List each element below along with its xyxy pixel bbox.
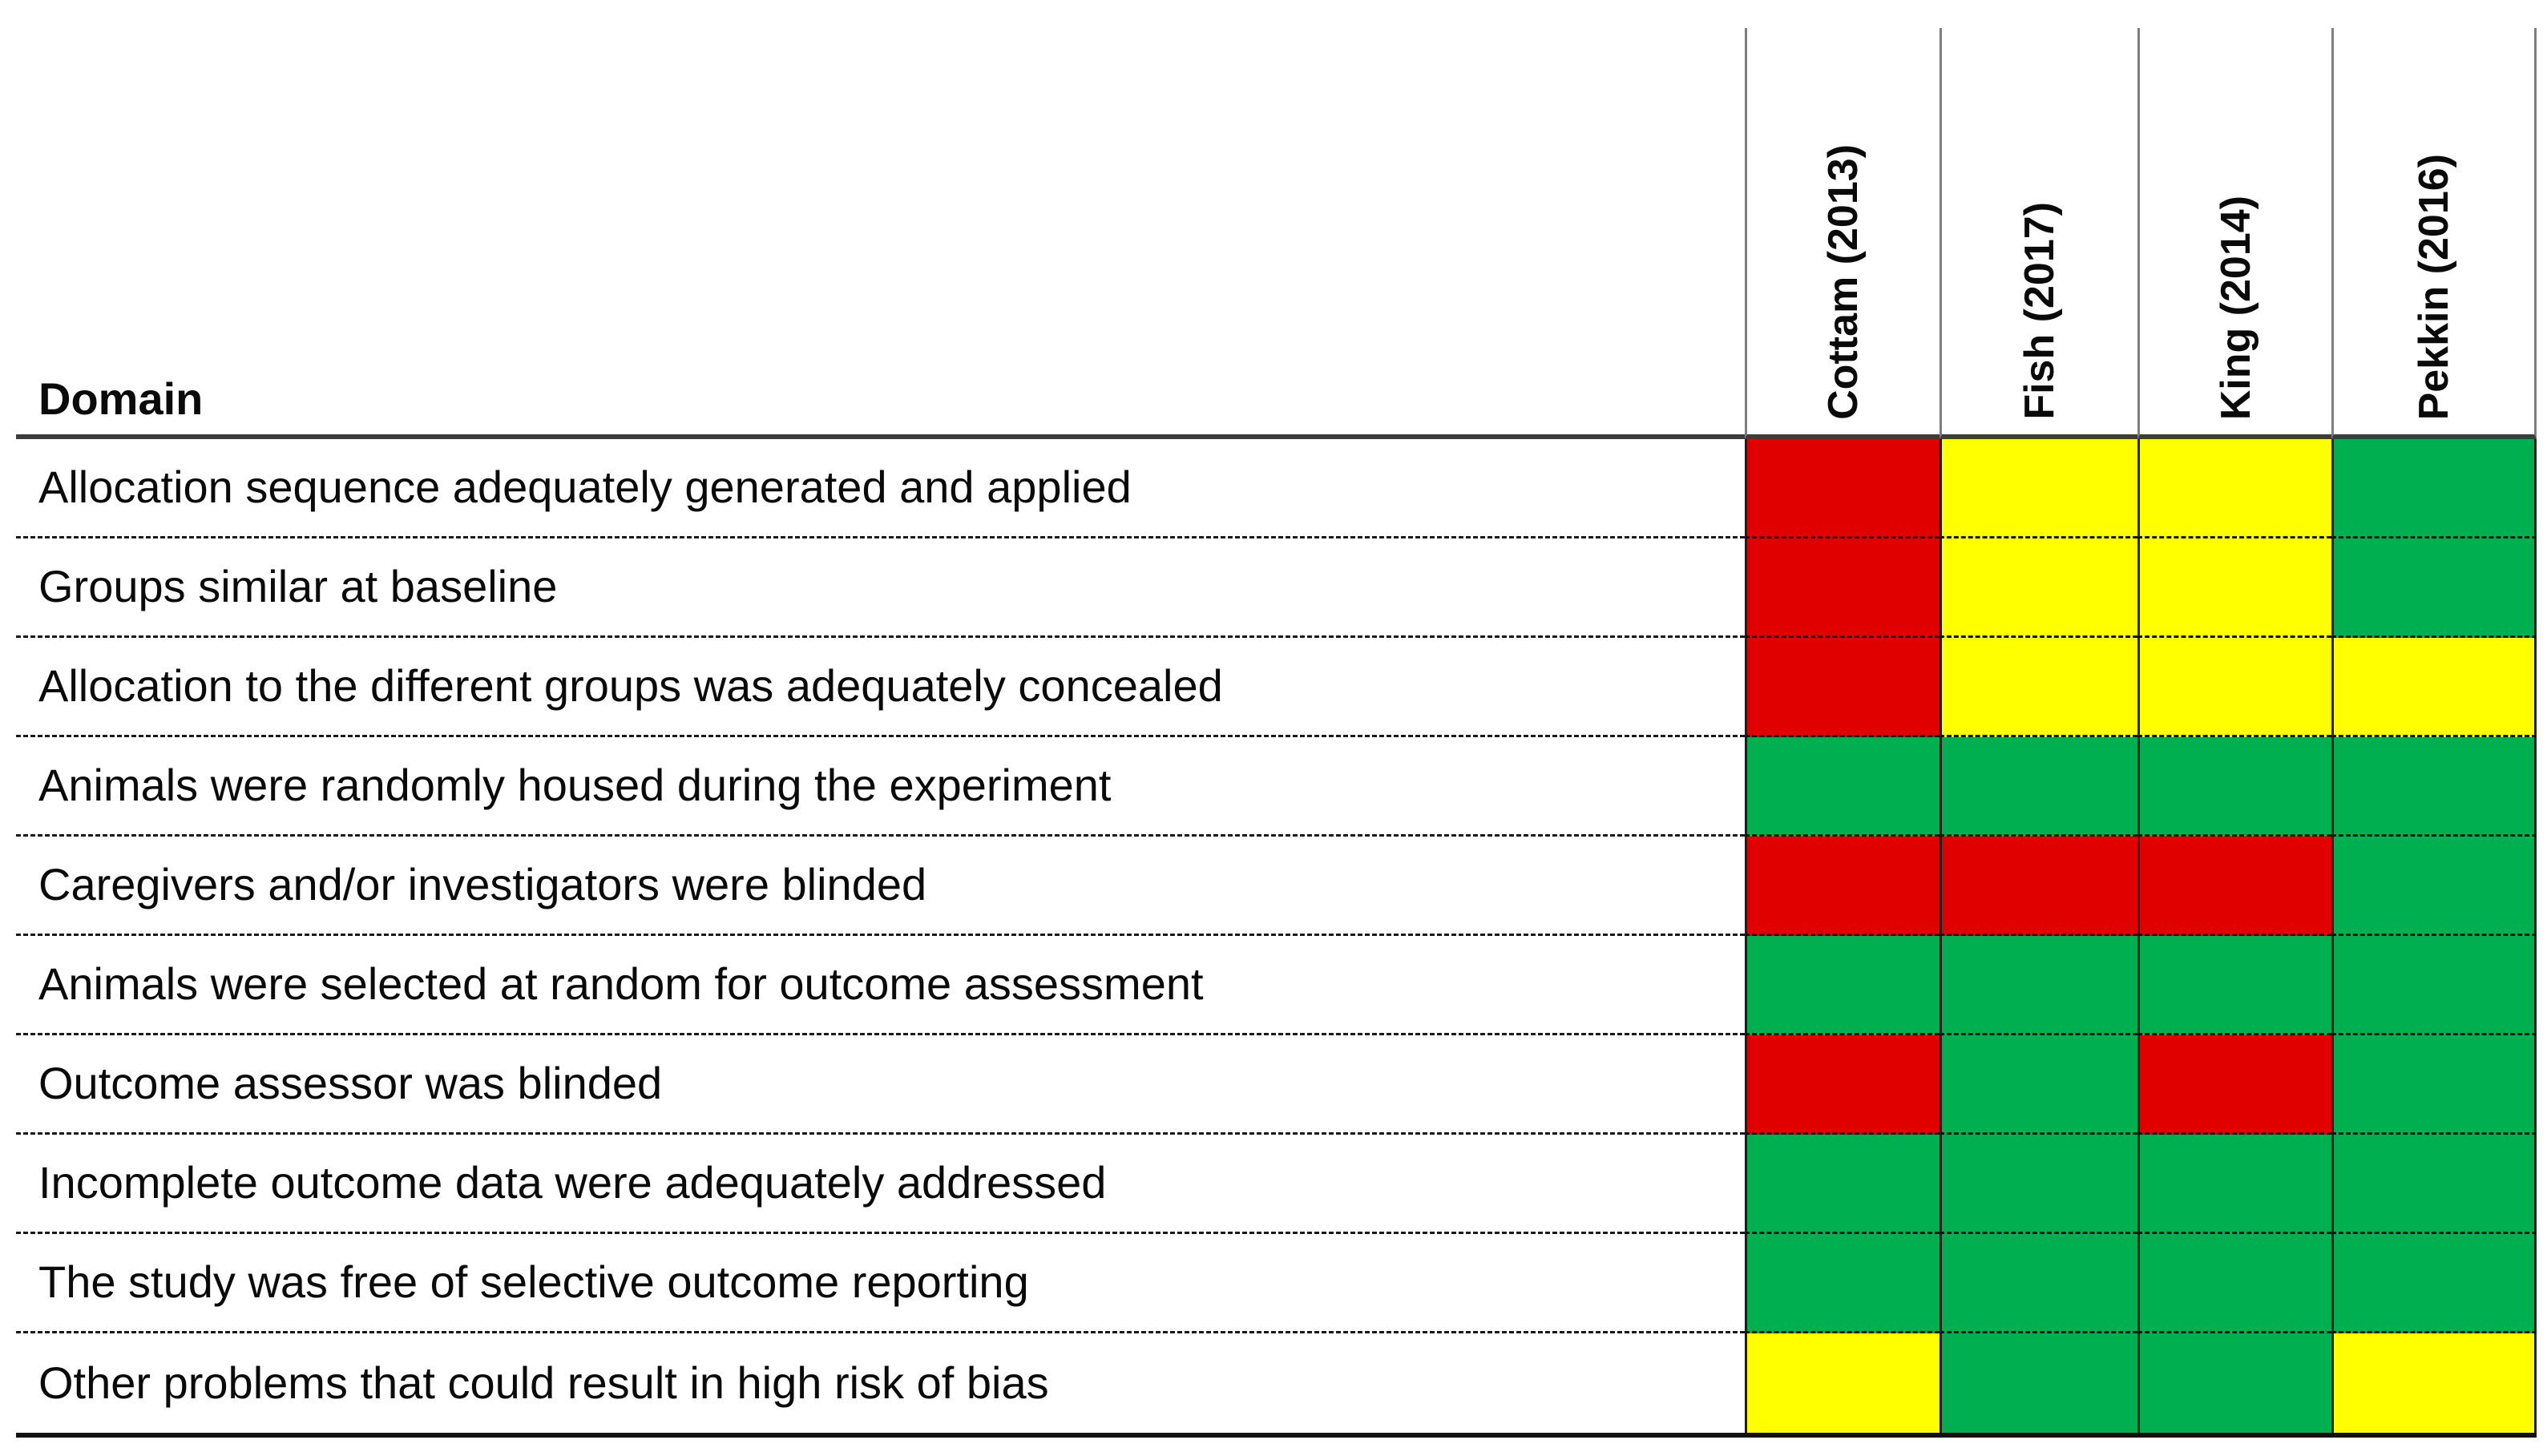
domain-label: Outcome assessor was blinded — [16, 1035, 1745, 1135]
study-column-header-cottam: Cottam (2013) — [1745, 28, 1940, 439]
rating-cell — [2331, 737, 2537, 837]
domain-label: Other problems that could result in high… — [16, 1333, 1745, 1433]
rating-cell — [1745, 1333, 1940, 1433]
rating-cell — [1940, 1234, 2137, 1333]
rating-cell — [1745, 1234, 1940, 1333]
domain-label: Incomplete outcome data were adequately … — [16, 1135, 1745, 1234]
rating-cell — [1940, 1333, 2137, 1433]
rating-cell — [2331, 1333, 2537, 1433]
domain-label: Allocation sequence adequately generated… — [16, 439, 1745, 538]
rating-cell — [1745, 538, 1940, 638]
rating-cell — [1745, 837, 1940, 936]
domain-column-header: Domain — [16, 0, 1745, 439]
domain-label: Animals were randomly housed during the … — [16, 737, 1745, 837]
rating-cell — [1745, 1135, 1940, 1234]
rating-cell — [1940, 538, 2137, 638]
study-label: Fish (2017) — [2016, 202, 2063, 420]
rating-cell — [2137, 439, 2331, 538]
rating-cell — [1745, 1035, 1940, 1135]
study-column-header-king: King (2014) — [2137, 28, 2331, 439]
study-label: Cottam (2013) — [1820, 144, 1867, 420]
rating-cell — [2331, 638, 2537, 737]
rating-cell — [1940, 1135, 2137, 1234]
rating-cell — [2137, 837, 2331, 936]
rating-cell — [2331, 1234, 2537, 1333]
study-column-header-fish: Fish (2017) — [1940, 28, 2137, 439]
rating-cell — [2137, 638, 2331, 737]
rating-cell — [2331, 1135, 2537, 1234]
rating-cell — [1745, 936, 1940, 1035]
rating-cell — [1745, 638, 1940, 737]
rating-cell — [2137, 1333, 2331, 1433]
domain-label: The study was free of selective outcome … — [16, 1234, 1745, 1333]
rating-cell — [2331, 439, 2537, 538]
domain-label: Groups similar at baseline — [16, 538, 1745, 638]
rating-cell — [1745, 737, 1940, 837]
rating-cell — [1940, 1035, 2137, 1135]
rating-cell — [2137, 1234, 2331, 1333]
rating-cell — [2137, 1035, 2331, 1135]
study-label: King (2014) — [2212, 195, 2259, 420]
rating-cell — [2137, 737, 2331, 837]
study-column-header-pekkin: Pekkin (2016) — [2331, 28, 2537, 439]
rating-cell — [2331, 1035, 2537, 1135]
rating-cell — [1745, 439, 1940, 538]
rating-cell — [2137, 1135, 2331, 1234]
rating-cell — [1940, 439, 2137, 538]
rating-cell — [1940, 638, 2137, 737]
domain-label: Allocation to the different groups was a… — [16, 638, 1745, 737]
study-label: Pekkin (2016) — [2411, 153, 2457, 420]
rating-cell — [2137, 936, 2331, 1035]
domain-label: Animals were selected at random for outc… — [16, 936, 1745, 1035]
rating-cell — [2331, 936, 2537, 1035]
rating-cell — [2331, 538, 2537, 638]
risk-of-bias-table: Domain Cottam (2013) Fish (2017) King (2… — [16, 0, 2537, 1438]
rating-cell — [1940, 737, 2137, 837]
rating-cell — [2137, 538, 2331, 638]
rating-cell — [1940, 837, 2137, 936]
domain-header-label: Domain — [38, 373, 204, 424]
rating-cell — [2331, 837, 2537, 936]
rating-cell — [1940, 936, 2137, 1035]
domain-label: Caregivers and/or investigators were bli… — [16, 837, 1745, 936]
